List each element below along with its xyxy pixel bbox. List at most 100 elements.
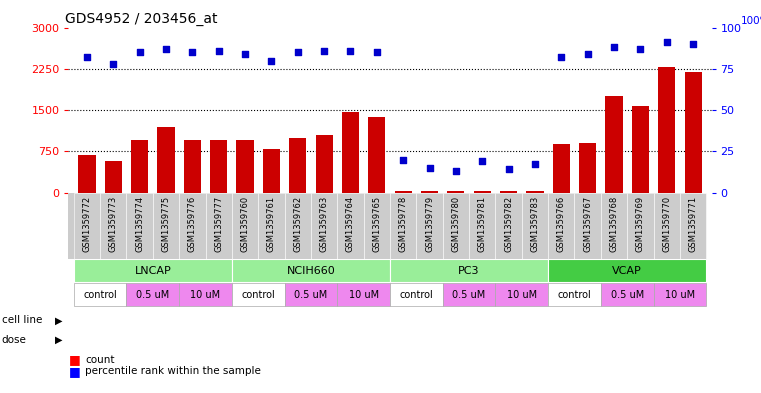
Point bbox=[266, 57, 278, 64]
Bar bbox=[105, 161, 122, 193]
Bar bbox=[685, 72, 702, 193]
Point bbox=[687, 41, 699, 47]
Point bbox=[186, 49, 199, 55]
Bar bbox=[311, 193, 337, 259]
Bar bbox=[126, 283, 179, 306]
Bar bbox=[232, 259, 390, 282]
Bar bbox=[473, 191, 491, 193]
Text: GSM1359773: GSM1359773 bbox=[109, 196, 118, 252]
Bar bbox=[548, 283, 601, 306]
Bar bbox=[390, 283, 443, 306]
Text: GSM1359782: GSM1359782 bbox=[504, 196, 513, 252]
Point bbox=[556, 54, 568, 61]
Text: 10 uM: 10 uM bbox=[507, 290, 537, 299]
Text: GSM1359780: GSM1359780 bbox=[451, 196, 460, 252]
Bar bbox=[390, 259, 548, 282]
Bar bbox=[285, 283, 337, 306]
Text: dose: dose bbox=[2, 335, 27, 345]
Bar bbox=[210, 140, 228, 193]
Bar bbox=[179, 193, 205, 259]
Text: ■: ■ bbox=[68, 365, 80, 378]
Text: control: control bbox=[241, 290, 275, 299]
Text: PC3: PC3 bbox=[458, 266, 480, 275]
Text: GSM1359764: GSM1359764 bbox=[346, 196, 355, 252]
Bar bbox=[495, 193, 522, 259]
Bar bbox=[680, 193, 706, 259]
Bar bbox=[342, 112, 359, 193]
Text: 10 uM: 10 uM bbox=[665, 290, 695, 299]
Text: LNCAP: LNCAP bbox=[135, 266, 171, 275]
Text: 0.5 uM: 0.5 uM bbox=[136, 290, 170, 299]
Point bbox=[502, 166, 514, 173]
Bar bbox=[131, 140, 148, 193]
Text: GSM1359762: GSM1359762 bbox=[293, 196, 302, 252]
Bar bbox=[337, 283, 390, 306]
Bar bbox=[421, 191, 438, 193]
Text: GSM1359766: GSM1359766 bbox=[557, 196, 566, 252]
Text: GSM1359760: GSM1359760 bbox=[240, 196, 250, 252]
Bar bbox=[522, 193, 548, 259]
Point bbox=[239, 51, 251, 57]
Bar bbox=[601, 283, 654, 306]
Text: 0.5 uM: 0.5 uM bbox=[453, 290, 486, 299]
Text: GSM1359777: GSM1359777 bbox=[214, 196, 223, 252]
Bar bbox=[500, 191, 517, 193]
Bar bbox=[364, 193, 390, 259]
Bar bbox=[606, 96, 622, 193]
Bar bbox=[205, 193, 232, 259]
Text: control: control bbox=[558, 290, 591, 299]
Text: GSM1359770: GSM1359770 bbox=[662, 196, 671, 252]
Point bbox=[107, 61, 119, 67]
Point bbox=[318, 48, 330, 54]
Bar bbox=[390, 193, 416, 259]
Bar bbox=[443, 193, 469, 259]
Bar bbox=[579, 143, 596, 193]
Text: percentile rank within the sample: percentile rank within the sample bbox=[85, 366, 261, 376]
Text: GSM1359771: GSM1359771 bbox=[689, 196, 698, 252]
Bar bbox=[184, 140, 201, 193]
Point bbox=[212, 48, 224, 54]
Bar bbox=[601, 193, 627, 259]
Bar bbox=[575, 193, 601, 259]
Text: 10 uM: 10 uM bbox=[349, 290, 379, 299]
Point bbox=[345, 48, 357, 54]
Bar bbox=[263, 149, 280, 193]
Bar bbox=[74, 259, 232, 282]
Point bbox=[291, 49, 304, 55]
Bar bbox=[126, 193, 153, 259]
Bar bbox=[495, 283, 548, 306]
Text: count: count bbox=[85, 354, 115, 365]
Bar bbox=[416, 193, 443, 259]
Text: GSM1359775: GSM1359775 bbox=[161, 196, 170, 252]
Text: ■: ■ bbox=[68, 353, 80, 366]
Point bbox=[81, 54, 93, 61]
Text: VCAP: VCAP bbox=[613, 266, 642, 275]
Text: GSM1359761: GSM1359761 bbox=[267, 196, 276, 252]
Bar bbox=[658, 67, 675, 193]
Text: GSM1359783: GSM1359783 bbox=[530, 196, 540, 252]
Text: GSM1359767: GSM1359767 bbox=[583, 196, 592, 252]
Text: control: control bbox=[83, 290, 117, 299]
Text: GSM1359763: GSM1359763 bbox=[320, 196, 329, 252]
Bar bbox=[548, 193, 575, 259]
Bar bbox=[237, 140, 253, 193]
Bar bbox=[316, 135, 333, 193]
Bar bbox=[232, 283, 285, 306]
Point bbox=[661, 39, 673, 46]
Bar bbox=[447, 191, 464, 193]
Bar bbox=[158, 127, 174, 193]
Bar bbox=[395, 191, 412, 193]
Bar bbox=[552, 144, 570, 193]
Point bbox=[608, 44, 620, 50]
Bar bbox=[232, 193, 258, 259]
Point bbox=[476, 158, 489, 164]
Text: NCIH660: NCIH660 bbox=[287, 266, 336, 275]
Bar bbox=[654, 193, 680, 259]
Text: GDS4952 / 203456_at: GDS4952 / 203456_at bbox=[65, 13, 218, 26]
Point bbox=[134, 49, 146, 55]
Bar bbox=[469, 193, 495, 259]
Point bbox=[160, 46, 172, 52]
Bar bbox=[654, 283, 706, 306]
Point bbox=[529, 162, 541, 168]
Point bbox=[450, 168, 462, 174]
